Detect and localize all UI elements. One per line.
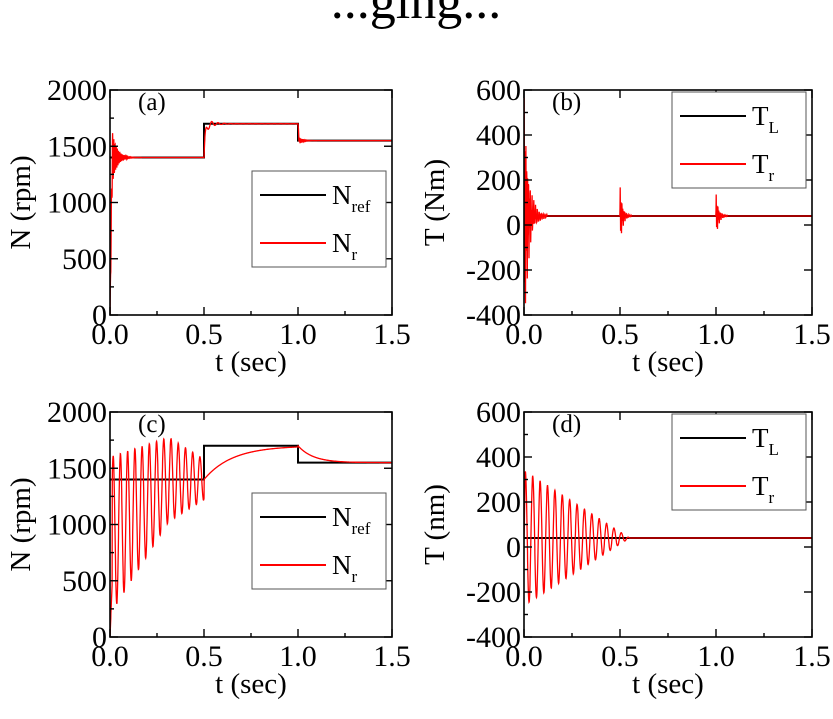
legend-entry-label: Nr <box>332 550 358 586</box>
x-tick-label: 0.5 <box>601 318 639 351</box>
y-axis-label: N (rpm) <box>5 477 37 571</box>
chart-panel-b: 0.0 0.5 1.0 1.5 -400 -200 0 200 400 600 t (sec) T (… <box>419 74 831 378</box>
y-tick-label: 0 <box>92 299 107 332</box>
x-axis-label: t (sec) <box>215 346 287 378</box>
legend-entry-label: TL <box>752 423 779 459</box>
y-tick-label: 2000 <box>47 396 107 429</box>
legend-box <box>251 170 387 268</box>
y-tick-label: 1500 <box>47 130 107 163</box>
legend-entry-label: TL <box>752 101 779 137</box>
y-axis-label: T (nm) <box>419 484 451 565</box>
y-tick-label: -400 <box>466 621 521 654</box>
x-tick-label: 1.5 <box>373 318 411 351</box>
header-fragment: ...ging... <box>331 0 501 30</box>
legend-entry-label: Nref <box>332 180 371 216</box>
panel-label: (d) <box>552 411 581 438</box>
y-tick-label: 500 <box>62 243 107 276</box>
legend-box <box>671 91 807 189</box>
panel-label: (c) <box>138 411 166 438</box>
x-tick-label: 1.5 <box>793 318 831 351</box>
y-tick-label: 0 <box>506 209 521 242</box>
y-tick-label: -400 <box>466 299 521 332</box>
x-tick-label: 0.0 <box>505 318 543 351</box>
y-tick-label: 400 <box>476 441 521 474</box>
y-tick-label: 200 <box>476 164 521 197</box>
y-tick-label: -200 <box>466 576 521 609</box>
y-tick-label: 500 <box>62 565 107 598</box>
panel-label: (a) <box>138 89 166 116</box>
x-tick-label: 1.5 <box>793 640 831 673</box>
x-tick-label: 1.0 <box>697 318 735 351</box>
legend-box <box>671 413 807 511</box>
y-axis-label: T (Nm) <box>419 159 451 246</box>
y-tick-label: 1000 <box>47 187 107 220</box>
x-tick-label: 0.0 <box>505 640 543 673</box>
series-line-t-r <box>524 471 812 604</box>
series-line-n-r <box>110 437 392 637</box>
legend-entry-label: Nr <box>332 228 358 264</box>
chart-panel-d: 0.0 0.5 1.0 1.5 -400 -200 0 200 400 600 t (sec) T (… <box>419 396 831 700</box>
y-axis-label: N (rpm) <box>5 155 37 249</box>
y-tick-label: 400 <box>476 119 521 152</box>
panel-label: (b) <box>552 89 581 116</box>
series-line-n-r <box>110 120 392 315</box>
legend-box <box>251 492 387 590</box>
chart-panel-c: 0.0 0.5 1.0 1.5 0 500 1000 1500 2000 t (sec) N (rp… <box>5 396 411 700</box>
x-axis-label: t (sec) <box>215 668 287 700</box>
x-tick-label: 0.0 <box>91 640 129 673</box>
y-tick-label: 1000 <box>47 509 107 542</box>
x-tick-label: 1.0 <box>279 318 317 351</box>
x-axis-label: t (sec) <box>632 668 704 700</box>
x-tick-label: 0.5 <box>185 318 223 351</box>
series-line-t-r <box>524 97 812 304</box>
y-tick-label: 1500 <box>47 452 107 485</box>
x-axis-label: t (sec) <box>632 346 704 378</box>
y-tick-label: -200 <box>466 254 521 287</box>
y-tick-label: 0 <box>506 531 521 564</box>
series-line-n-ref <box>110 444 392 481</box>
x-tick-label: 0.0 <box>91 318 129 351</box>
y-tick-label: 600 <box>476 74 521 107</box>
y-tick-label: 2000 <box>47 74 107 107</box>
y-tick-label: 600 <box>476 396 521 429</box>
y-tick-label: 0 <box>92 621 107 654</box>
x-tick-label: 1.0 <box>279 640 317 673</box>
x-tick-label: 1.0 <box>697 640 735 673</box>
y-tick-label: 200 <box>476 486 521 519</box>
chart-panel-a: 0.0 0.5 1.0 1.5 0 500 1000 1500 2000 t (sec) N (rp… <box>5 74 411 378</box>
legend-entry-label: Tr <box>752 471 775 507</box>
legend-entry-label: Nref <box>332 502 371 538</box>
legend-entry-label: Tr <box>752 149 775 185</box>
x-tick-label: 0.5 <box>185 640 223 673</box>
x-tick-label: 1.5 <box>373 640 411 673</box>
x-tick-label: 0.5 <box>601 640 639 673</box>
